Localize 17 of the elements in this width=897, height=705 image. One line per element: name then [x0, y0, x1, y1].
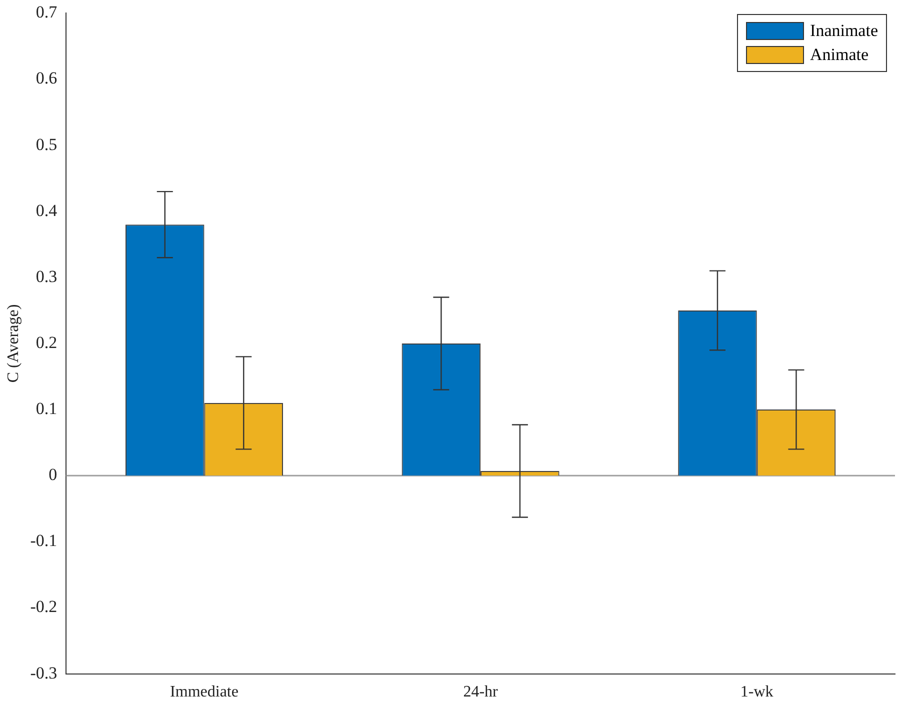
y-tick-label: 0.7 — [36, 2, 58, 22]
x-tick-label: 1-wk — [740, 684, 774, 701]
x-tick-label: Immediate — [170, 684, 238, 701]
y-tick-label: -0.2 — [30, 597, 58, 616]
y-axis-title: C (Average) — [4, 304, 22, 383]
y-tick-label: 0.4 — [36, 200, 58, 220]
legend-label: Animate — [810, 44, 869, 66]
y-tick-label: 0.3 — [36, 266, 58, 286]
y-tick-label: 0.5 — [36, 134, 58, 154]
x-tick-label: 24-hr — [463, 684, 499, 701]
y-tick-label: -0.3 — [30, 663, 58, 682]
y-tick-label: 0 — [48, 465, 58, 484]
y-tick-label: -0.1 — [30, 531, 58, 550]
y-tick-label: 0.2 — [36, 332, 58, 352]
y-tick-label: 0.1 — [36, 399, 58, 418]
y-tick-label: 0.6 — [36, 68, 58, 88]
legend-label: Inanimate — [810, 20, 878, 42]
